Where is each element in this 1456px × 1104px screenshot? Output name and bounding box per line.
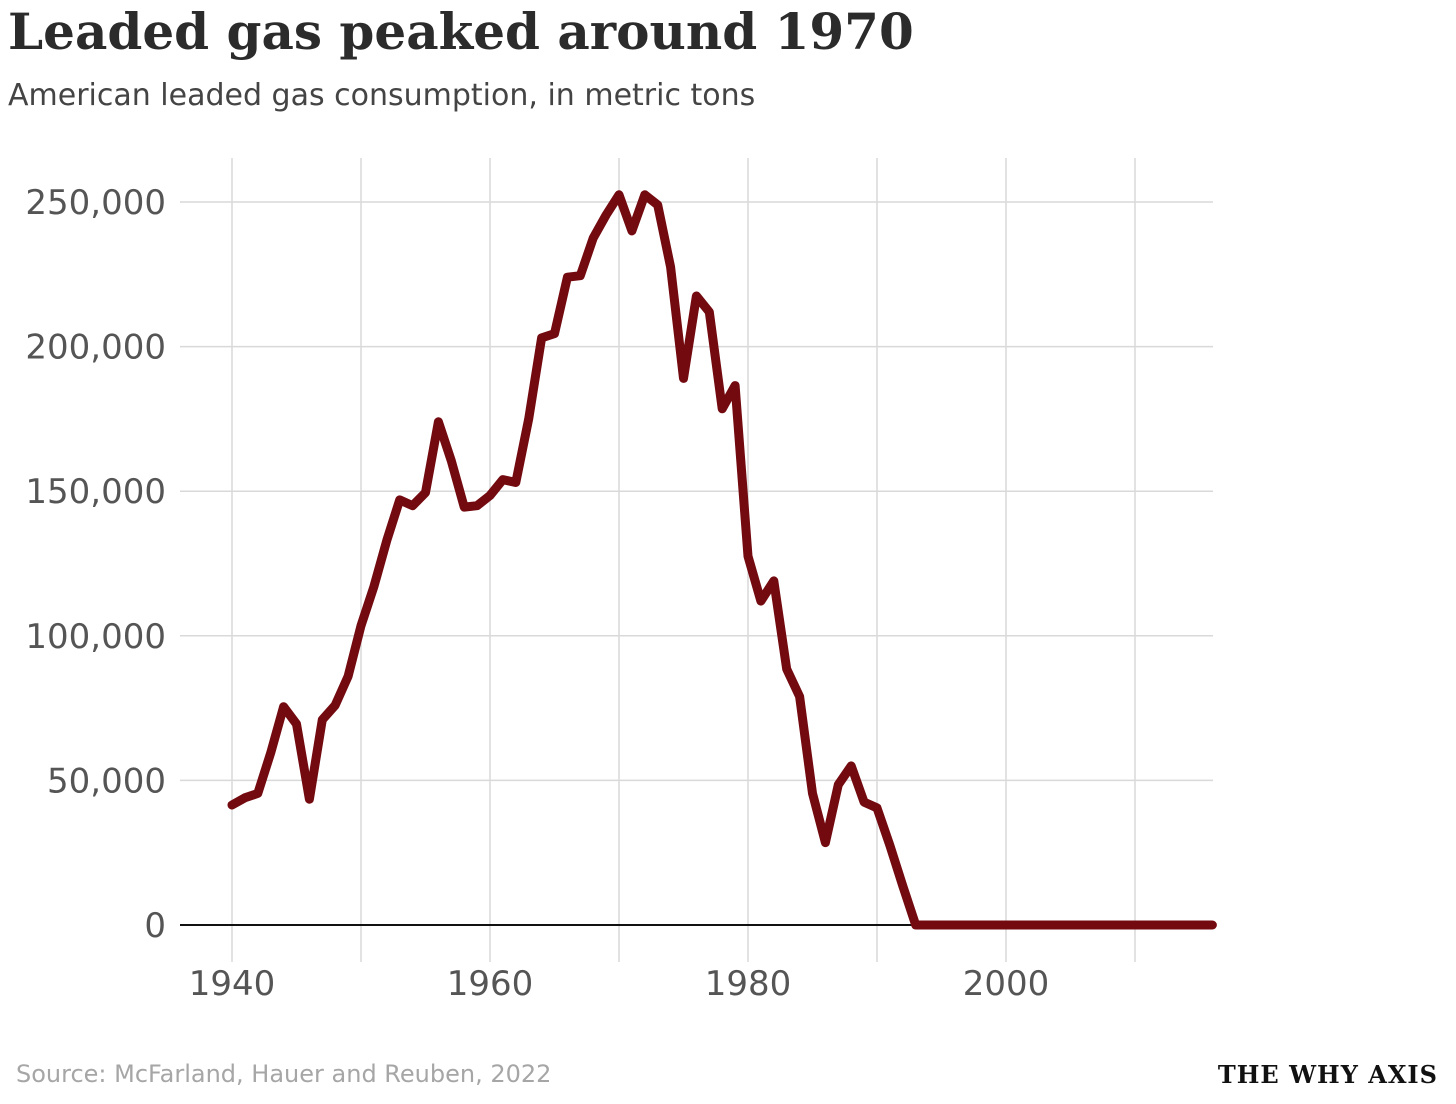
series-line-leaded-gas-consumption: [227, 190, 1217, 930]
y-tick-label: 100,000: [25, 617, 166, 657]
chart-subtitle: American leaded gas consumption, in metr…: [8, 78, 756, 113]
y-tick-label: 150,000: [25, 472, 166, 512]
chart-title: Leaded gas peaked around 1970: [8, 2, 914, 61]
y-tick-label: 50,000: [47, 761, 166, 801]
x-axis-tick-labels: 1940 1960 1980 2000: [189, 964, 1050, 1004]
y-axis-tick-labels: 0 50,000 100,000 150,000 200,000 250,000: [25, 183, 166, 946]
y-tick-label: 250,000: [25, 183, 166, 223]
y-tick-label: 0: [144, 906, 166, 946]
gridlines: [180, 158, 1213, 962]
x-tick-label: 2000: [963, 964, 1050, 1004]
x-tick-label: 1960: [447, 964, 534, 1004]
brand-logo-text: THE WHY AXIS: [1217, 1060, 1438, 1089]
x-tick-label: 1980: [705, 964, 792, 1004]
series-layer: [227, 190, 1217, 930]
source-note: Source: McFarland, Hauer and Reuben, 202…: [16, 1060, 552, 1088]
x-tick-label: 1940: [189, 964, 276, 1004]
y-tick-label: 200,000: [25, 328, 166, 368]
